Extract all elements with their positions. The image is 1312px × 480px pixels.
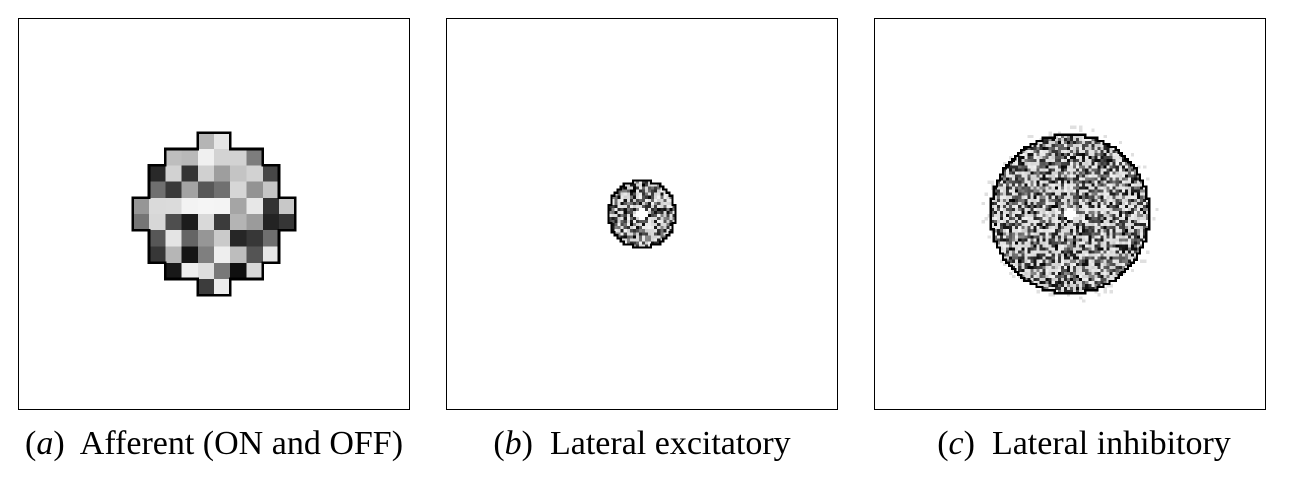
caption-b: (b) Lateral excitatory [493,425,791,462]
caption-c-letter: c [948,425,964,462]
lateral-excitatory-weight-map [607,179,677,249]
caption-a: (a) Afferent (ON and OFF) [24,425,404,462]
caption-c: (c) Lateral inhibitory [937,425,1231,462]
inhibitory-weight-cells [981,125,1159,303]
excitatory-weight-cells [608,180,676,248]
afferent-weight-map [131,131,297,297]
afferent-weight-panel [18,18,410,410]
inhibitory-field-outline [989,133,1151,295]
lateral-inhibitory-weight-panel [874,18,1266,410]
caption-a-label: Afferent (ON and OFF) [79,425,404,462]
lateral-inhibitory-weight-map [981,125,1159,303]
afferent-field-outline [131,131,297,297]
caption-b-letter: b [504,425,522,462]
caption-c-label: Lateral inhibitory [991,425,1231,462]
caption-b-label: Lateral excitatory [549,425,791,462]
afferent-weight-cells [132,132,296,296]
caption-a-letter: a [36,425,54,462]
excitatory-field-outline [607,179,677,249]
lateral-excitatory-weight-panel [446,18,838,410]
